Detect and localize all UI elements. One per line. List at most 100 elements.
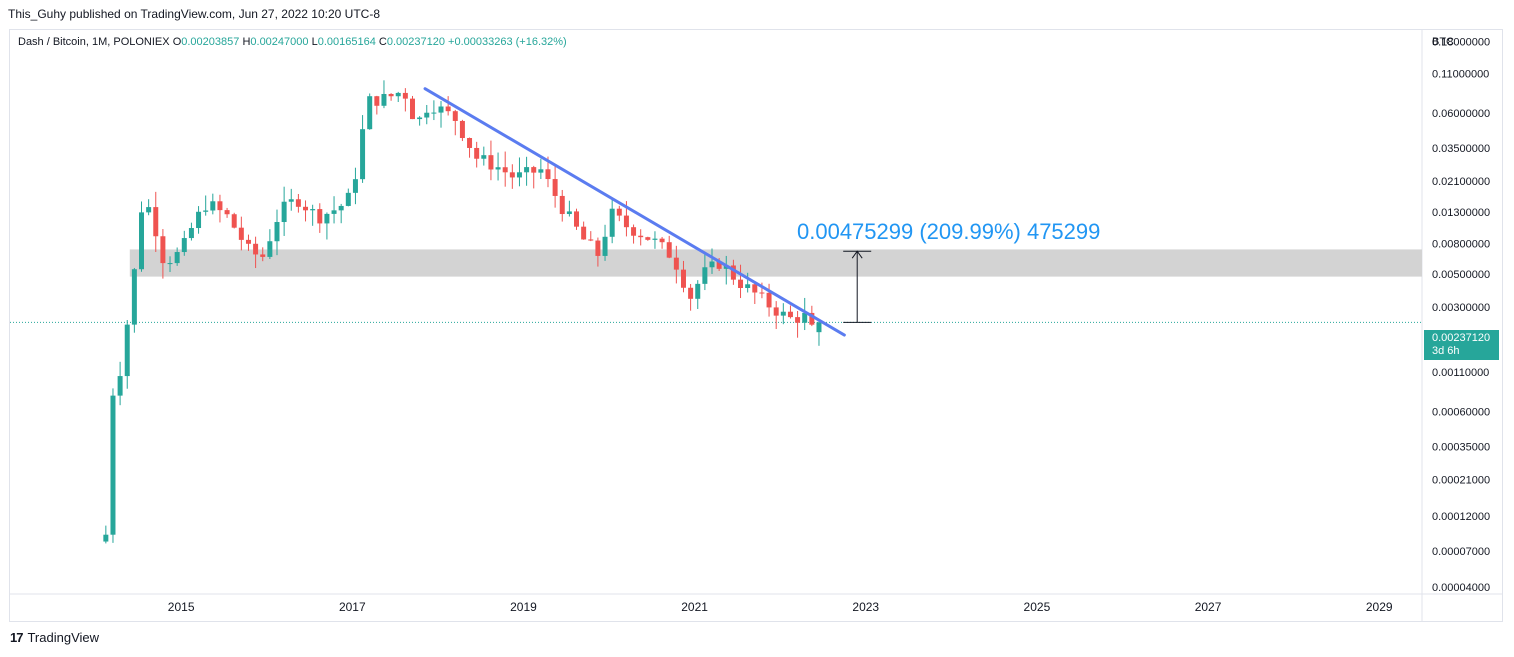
open-label: O	[172, 36, 182, 48]
candle-body	[616, 208, 622, 216]
candle-countdown: 3d 6h	[1432, 345, 1460, 357]
candle-body	[623, 215, 629, 228]
published-byline: This_Guhy published on TradingView.com, …	[8, 7, 380, 21]
y-tick-label: 0.06000000	[1432, 108, 1490, 120]
candle-body	[645, 237, 651, 240]
candle-body	[103, 534, 109, 542]
candle-body	[331, 210, 337, 214]
tradingview-logo-icon: 17	[10, 630, 24, 645]
candle-body	[745, 284, 751, 288]
candle-body	[324, 213, 330, 224]
candle-body	[738, 279, 744, 288]
x-tick-label: 2029	[1366, 600, 1393, 614]
x-tick-label: 2019	[510, 600, 537, 614]
candle-body	[210, 201, 216, 211]
high-label: H	[242, 36, 251, 48]
candle-body	[153, 207, 159, 237]
candle-body	[395, 92, 401, 97]
y-tick-label: 0.00800000	[1432, 238, 1490, 250]
candle-body	[117, 376, 123, 396]
y-tick-label: 0.03500000	[1432, 143, 1490, 155]
candle-body	[566, 211, 572, 215]
candle-body	[759, 292, 765, 294]
y-tick-label: 0.18000000	[1432, 37, 1490, 49]
x-tick-label: 2023	[852, 600, 879, 614]
candle-body	[317, 209, 323, 224]
tradingview-footer[interactable]: 17 TradingView	[10, 630, 99, 645]
descending-trendline	[423, 87, 846, 337]
chart-frame	[9, 29, 1503, 622]
y-tick-label: 0.00300000	[1432, 302, 1490, 314]
low-label: L	[311, 36, 318, 48]
candle-body	[516, 172, 522, 178]
candle-body	[303, 206, 309, 211]
candle-body	[381, 93, 387, 106]
measure-label: 0.00475299 (209.99%) 475299	[797, 219, 1101, 244]
candle-body	[766, 292, 772, 308]
candle-body	[467, 138, 473, 148]
candle-body	[531, 167, 537, 173]
candle-body	[581, 226, 587, 240]
candle-body	[160, 236, 166, 264]
candle-body	[388, 93, 394, 97]
candle-body	[374, 96, 380, 106]
candle-body	[188, 228, 194, 239]
candle-body	[688, 287, 694, 299]
y-tick-label: 0.00035000	[1432, 441, 1490, 453]
candle-body	[773, 307, 779, 316]
candle-body	[452, 111, 458, 121]
candle-body	[652, 238, 658, 240]
candle-body	[809, 312, 815, 325]
x-tick-label: 2021	[681, 600, 708, 614]
candle-body	[260, 254, 266, 257]
candle-body	[673, 257, 679, 270]
candle-body	[787, 311, 793, 318]
symbol-name[interactable]: Dash / Bitcoin, 1M, POLONIEX	[18, 36, 170, 48]
candle-body	[409, 98, 415, 120]
candle-body	[139, 212, 144, 270]
candle-body	[552, 179, 558, 196]
candle-body	[445, 106, 451, 112]
candle-body	[680, 269, 686, 288]
candle-body	[538, 169, 544, 173]
change-value: +0.00033263 (+16.32%)	[448, 36, 567, 48]
candle-body	[545, 169, 551, 180]
candle-body	[367, 96, 373, 130]
open-value: 0.00203857	[181, 36, 240, 48]
candle-body	[217, 201, 223, 211]
candle-body	[352, 179, 358, 193]
candle-body	[310, 209, 316, 211]
candle-body	[417, 117, 423, 120]
candle-body	[659, 238, 665, 243]
y-tick-label: 0.11000000	[1432, 68, 1489, 80]
candle-body	[559, 195, 565, 215]
high-value: 0.00247000	[250, 36, 309, 48]
candle-body	[602, 236, 608, 256]
candle-body	[402, 92, 408, 99]
candle-body	[181, 238, 187, 253]
candle-body	[360, 129, 366, 180]
candle-body	[716, 261, 722, 269]
symbol-legend: Dash / Bitcoin, 1M, POLONIEX O0.00203857…	[18, 36, 567, 48]
candle-body	[709, 261, 715, 268]
candle-body	[224, 210, 230, 215]
candle-body	[274, 222, 280, 242]
candle-body	[638, 235, 644, 238]
x-tick-label: 2017	[339, 600, 366, 614]
candle-body	[702, 267, 708, 284]
y-tick-label: 0.00007000	[1432, 546, 1490, 558]
candle-body	[595, 240, 601, 256]
candle-body	[231, 214, 237, 228]
candle-body	[146, 207, 152, 213]
y-tick-label: 0.01300000	[1432, 207, 1490, 219]
candle-body	[574, 211, 580, 227]
y-tick-label: 0.00060000	[1432, 407, 1490, 419]
x-tick-label: 2025	[1024, 600, 1051, 614]
candle-body	[253, 243, 259, 255]
candle-body	[245, 239, 251, 244]
candle-body	[431, 112, 437, 114]
current-price-value: 0.00237120	[1432, 332, 1491, 344]
low-value: 0.00165164	[317, 36, 376, 48]
candle-body	[167, 263, 173, 265]
